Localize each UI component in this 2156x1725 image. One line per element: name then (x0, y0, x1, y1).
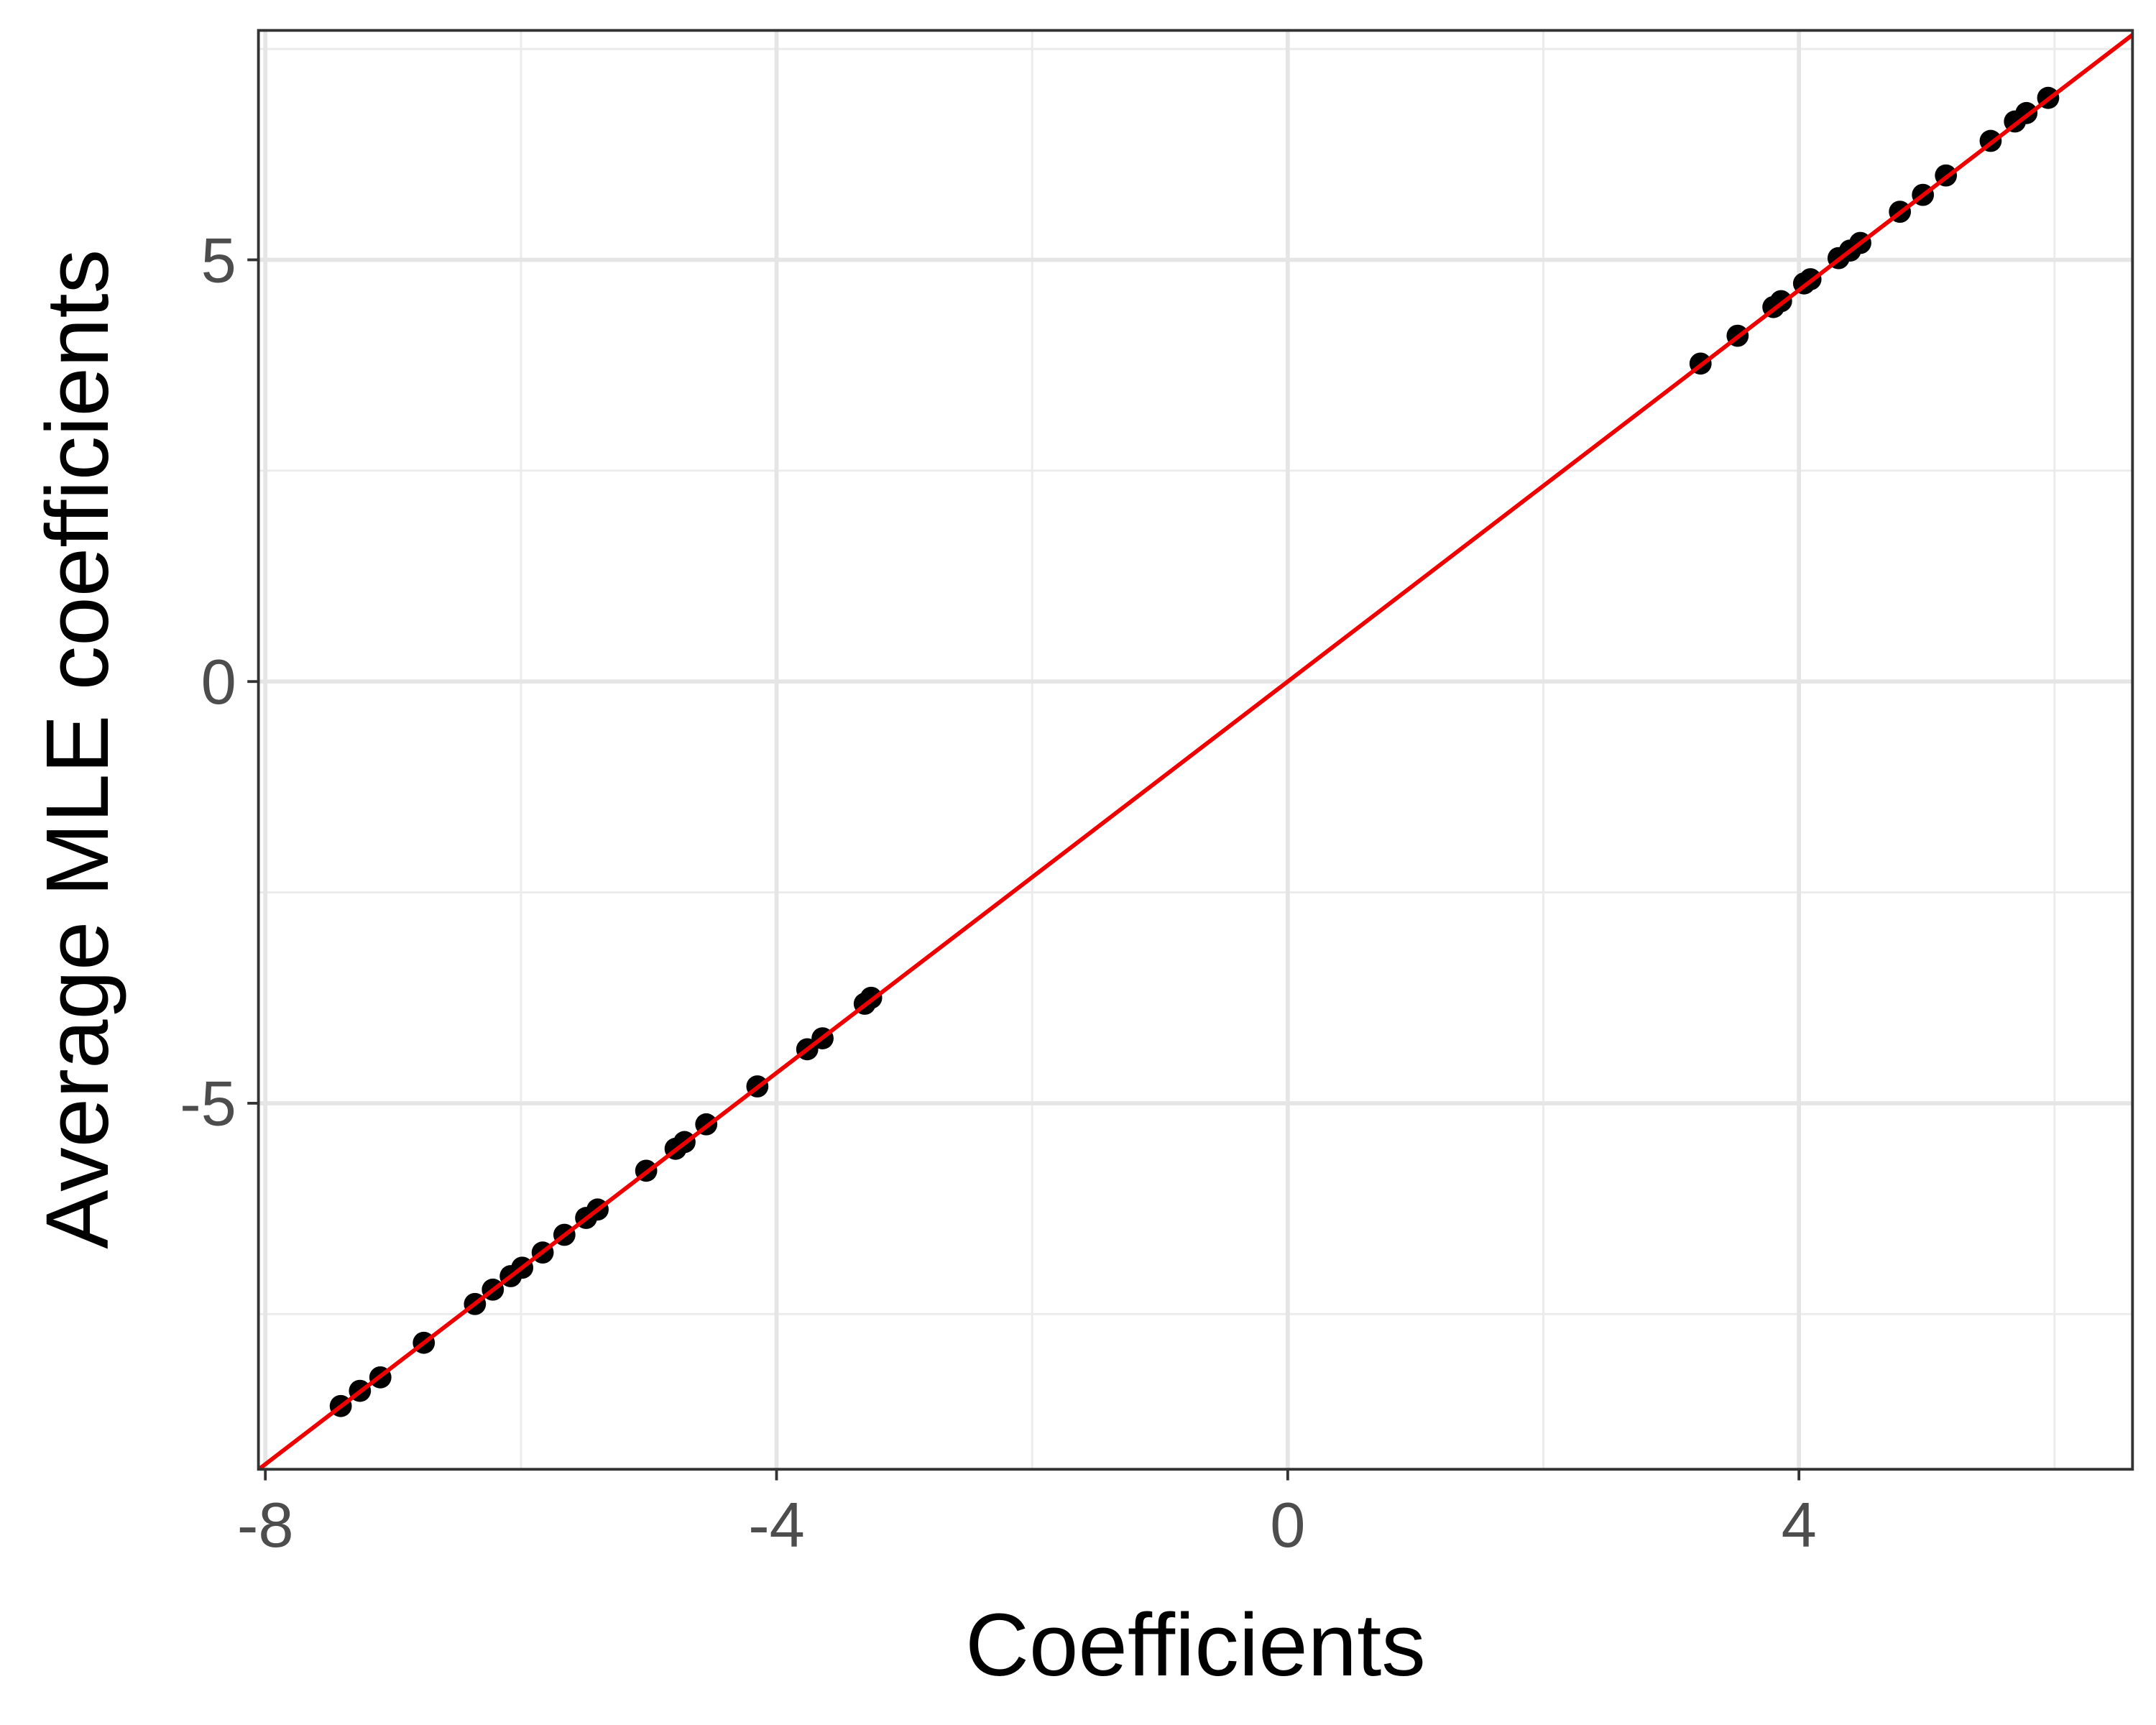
y-axis-title: Average MLE coefficients (29, 249, 127, 1249)
x-axis-title: Coefficients (965, 1596, 1426, 1695)
plot-area (258, 30, 2133, 1470)
x-tick-label: -8 (237, 1489, 294, 1560)
x-tick-label: -4 (748, 1489, 805, 1560)
y-tick-label: 0 (201, 646, 236, 717)
y-tick-label: 5 (201, 224, 236, 295)
reference-line (258, 33, 2133, 1470)
x-tick-label: 4 (1782, 1489, 1817, 1560)
x-tick-label: 0 (1270, 1489, 1305, 1560)
panel-border (257, 29, 2134, 1471)
y-tick-label: -5 (180, 1068, 236, 1139)
